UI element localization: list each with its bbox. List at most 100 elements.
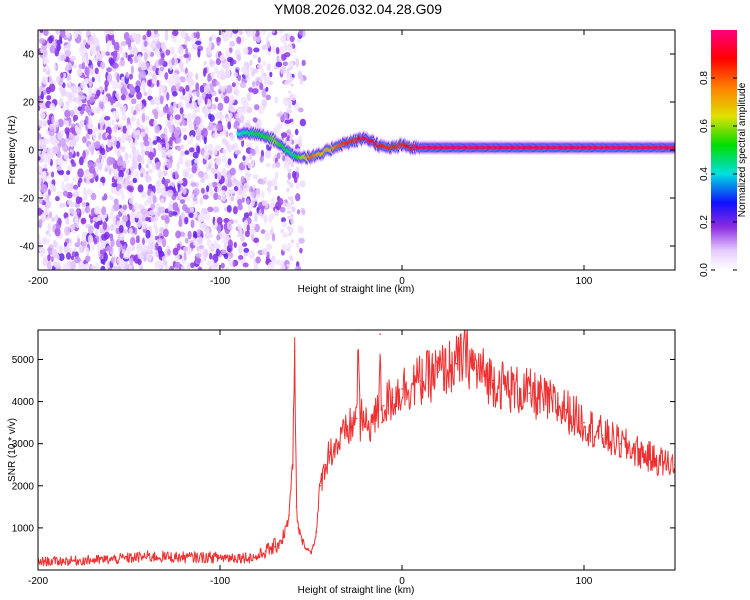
spectrogram-noise-speck: [247, 204, 253, 212]
spectrogram-noise-speck: [145, 229, 151, 239]
spectrogram-noise-speck: [261, 30, 267, 35]
spectrogram-noise-speck: [57, 131, 63, 141]
spectrogram-noise-speck: [177, 45, 184, 55]
spectrogram-noise-speck: [188, 212, 194, 218]
spectrogram-noise-speck: [164, 222, 169, 229]
spectrogram-noise-speck: [240, 96, 247, 106]
spectrogram-noise-speck: [207, 206, 214, 213]
spectrogram-noise-speck: [139, 167, 146, 174]
spectrogram-noise-speck: [142, 237, 145, 245]
spectrogram-noise-speck: [185, 102, 191, 109]
spectrogram-noise-speck: [141, 191, 147, 199]
spectrogram-noise-speck: [53, 64, 57, 71]
spectrogram-noise-speck: [140, 131, 146, 138]
spectrogram-noise-speck: [82, 136, 87, 144]
spectrogram-noise-speck: [40, 91, 44, 100]
spectrogram-noise-speck: [282, 154, 286, 162]
spectrogram-noise-speck: [196, 127, 202, 136]
spectrogram-noise-speck: [208, 121, 214, 131]
spectrogram-noise-speck: [113, 124, 119, 133]
spectrogram-noise-speck: [70, 123, 76, 129]
spectrogram-noise-speck: [295, 182, 300, 190]
spectrogram-noise-speck: [274, 96, 279, 104]
spectrogram-noise-speck: [41, 75, 49, 85]
snr-point: [297, 527, 300, 529]
spectrogram-noise-speck: [118, 169, 124, 179]
snr-point: [583, 421, 585, 424]
spectrogram-noise-speck: [133, 47, 138, 54]
colorbar-ticks: 0.0 0.2 0.4 0.6 0.8: [699, 71, 737, 277]
spectrogram-noise-speck: [89, 214, 94, 224]
spectrogram-noise-speck: [163, 228, 169, 238]
spectrogram-noise-speck: [49, 134, 56, 143]
spectrogram-noise-speck: [116, 220, 121, 228]
spectrogram-ytick-label: 0: [28, 146, 34, 157]
spectrogram-noise-speck: [279, 45, 286, 55]
spectrogram-noise-speck: [290, 196, 294, 200]
spectrogram-noise-speck: [240, 235, 245, 242]
spectrogram-noise-speck: [72, 210, 78, 216]
spectrogram-noise-speck: [134, 213, 139, 219]
spectrogram-noise-speck: [240, 115, 245, 121]
spectrogram-noise-speck: [163, 260, 168, 266]
spectrogram-noise-speck: [184, 216, 189, 225]
spectrogram-noise-speck: [115, 92, 120, 98]
spectrogram-noise-speck: [80, 217, 87, 225]
spectrogram-noise-speck: [67, 165, 73, 172]
spectrogram-noise-speck: [81, 201, 87, 207]
snr-point: [182, 556, 185, 559]
spectrogram-noise-speck: [106, 67, 112, 73]
spectrogram-noise-speck: [231, 175, 237, 185]
spectrogram-noise-speck: [224, 68, 231, 78]
spectrogram-noise-speck: [251, 159, 255, 168]
spectrogram-noise-speck: [107, 73, 113, 83]
spectrogram-noise-speck: [81, 47, 88, 53]
spectrogram-noise-speck: [97, 132, 102, 141]
colorbar-gradient: [711, 30, 737, 270]
spectrogram-noise-speck: [286, 210, 290, 214]
spectrogram-noise-speck: [162, 238, 167, 248]
spectrogram-noise-speck: [246, 224, 250, 233]
spectrogram-noise-speck: [40, 44, 48, 51]
spectrogram-noise-speck: [210, 167, 216, 174]
spectrogram-noise-speck: [93, 238, 98, 245]
spectrogram-noise-speck: [71, 162, 77, 167]
spectrogram-noise-speck: [215, 112, 222, 120]
snr-point: [364, 426, 367, 428]
spectrogram-noise-speck: [286, 37, 290, 42]
spectrogram-noise-speck: [211, 265, 217, 270]
spectrogram-noise-speck: [117, 123, 123, 128]
spectrogram-noise-speck: [215, 81, 220, 86]
spectrogram-noise-speck: [136, 91, 142, 100]
spectrogram-noise-speck: [72, 115, 77, 123]
spectrogram-noise-speck: [238, 244, 243, 254]
spectrogram-noise-speck: [152, 78, 156, 84]
spectrogram-noise-speck: [179, 150, 186, 157]
spectrogram-noise-speck: [82, 207, 86, 215]
spectrogram-noise-speck: [261, 205, 265, 215]
spectrogram-noise-speck: [62, 190, 69, 197]
spectrogram-xtick-label: -200: [28, 276, 48, 287]
spectrogram-noise-speck: [153, 111, 159, 120]
spectrogram-noise-speck: [237, 107, 243, 115]
spectrogram-noise-speck: [169, 136, 173, 147]
spectrogram-noise-speck: [51, 216, 56, 223]
spectrogram-noise-speck: [67, 41, 71, 50]
spectrogram-noise-speck: [72, 30, 79, 39]
spectrogram-noise-speck: [95, 262, 100, 270]
spectrogram-noise-speck: [229, 167, 236, 176]
spectrogram-noise-speck: [195, 135, 201, 141]
spectrogram-noise-speck: [295, 261, 300, 268]
spectrogram-noise-speck: [245, 72, 251, 82]
spectrogram-noise-speck: [104, 85, 108, 92]
spectrogram-noise-speck: [184, 207, 190, 214]
spectrogram-noise-speck: [238, 255, 244, 260]
spectrogram-noise-speck: [252, 88, 259, 95]
spectrogram-noise-speck: [264, 150, 272, 159]
spectrogram-noise-speck: [87, 128, 93, 135]
spectrogram-noise-speck: [166, 91, 170, 101]
spectrogram-noise-speck: [257, 105, 264, 115]
spectrogram-noise-speck: [265, 86, 269, 92]
spectrogram-noise-speck: [47, 43, 51, 48]
spectrogram-noise-speck: [242, 155, 246, 161]
